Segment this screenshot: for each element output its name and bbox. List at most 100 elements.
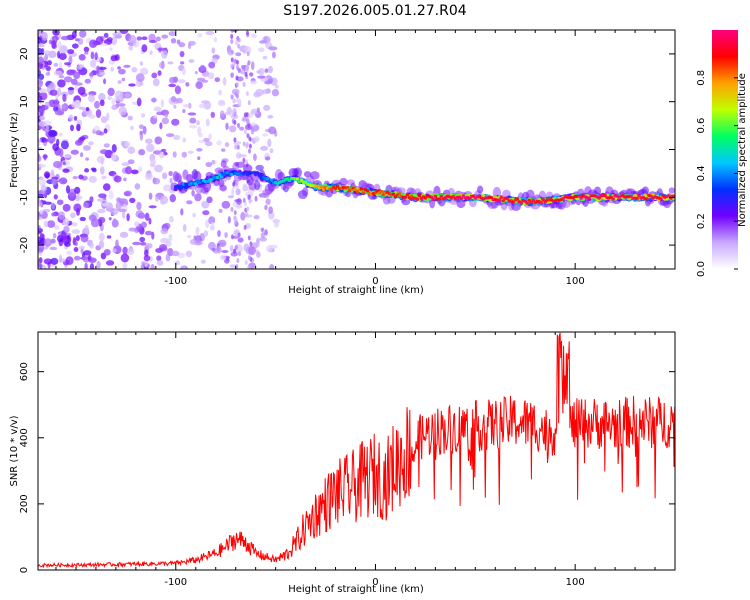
noise-blob <box>250 61 255 71</box>
noise-blob <box>237 188 241 194</box>
noise-blob <box>73 115 78 121</box>
noise-blob <box>250 127 255 135</box>
noise-blob <box>181 151 188 158</box>
noise-blob <box>144 249 149 257</box>
noise-blob <box>51 212 57 217</box>
noise-blob <box>182 137 186 143</box>
noise-blob <box>242 185 249 192</box>
noise-blob <box>226 106 232 115</box>
noise-blob <box>88 141 94 146</box>
noise-blob <box>210 221 215 230</box>
noise-blob <box>246 206 250 212</box>
noise-blob <box>106 112 110 121</box>
noise-blob <box>128 227 137 232</box>
noise-blob <box>56 87 62 97</box>
ridge-cell <box>645 197 649 201</box>
noise-blob <box>245 64 249 73</box>
noise-blob <box>127 159 135 165</box>
noise-blob <box>248 246 256 256</box>
ridge-cell <box>415 197 420 201</box>
noise-blob <box>171 250 180 257</box>
noise-blob <box>98 240 105 249</box>
noise-blob <box>71 43 79 49</box>
noise-blob <box>211 247 216 252</box>
noise-blob <box>137 166 143 173</box>
ridge-cell <box>365 189 370 193</box>
noise-blob <box>102 202 109 207</box>
ridge-halo <box>193 170 202 182</box>
noise-blob <box>156 111 164 116</box>
noise-blob <box>38 200 43 207</box>
noise-blob <box>222 76 227 86</box>
noise-blob <box>136 97 142 107</box>
ridge-cell <box>215 175 220 180</box>
noise-blob <box>244 129 248 135</box>
noise-blob <box>168 215 174 223</box>
noise-blob <box>227 195 234 199</box>
noise-blob <box>38 36 41 44</box>
noise-blob <box>237 232 241 238</box>
noise-blob <box>236 122 240 128</box>
noise-blob <box>217 101 226 107</box>
noise-blob <box>214 77 221 83</box>
noise-blob <box>75 197 80 202</box>
snr-line <box>38 332 675 569</box>
noise-blob <box>196 147 203 152</box>
noise-blob <box>54 98 59 108</box>
noise-blob <box>233 215 237 221</box>
noise-blob <box>139 236 146 243</box>
x-tick-label: 0 <box>372 276 378 287</box>
ridge-cell <box>269 178 274 182</box>
x-tick-label: 0 <box>372 577 378 588</box>
noise-blob <box>40 185 48 192</box>
noise-blob <box>49 246 58 251</box>
noise-blob <box>181 266 186 269</box>
noise-blob <box>231 187 235 196</box>
noise-blob <box>233 120 237 126</box>
noise-blob <box>131 67 138 73</box>
noise-blob <box>234 180 238 186</box>
noise-blob <box>82 145 91 151</box>
noise-blob <box>220 255 227 261</box>
noise-blob <box>180 61 185 65</box>
noise-blob <box>60 35 70 41</box>
ridge-halo <box>309 171 320 180</box>
noise-blob <box>62 93 67 103</box>
noise-blob <box>88 242 95 249</box>
y-tick-label: 20 <box>19 48 30 61</box>
noise-blob <box>187 150 194 154</box>
y-tick-label: 400 <box>19 428 30 447</box>
noise-blob <box>221 249 229 253</box>
noise-blob <box>164 113 169 118</box>
ridge-cell <box>489 195 494 200</box>
noise-blob <box>41 264 47 269</box>
noise-blob <box>127 146 136 155</box>
noise-blob <box>53 194 58 200</box>
noise-blob <box>267 65 274 74</box>
noise-blob <box>127 247 135 256</box>
noise-blob <box>263 104 271 111</box>
noise-blob <box>120 253 130 263</box>
noise-blob <box>45 65 51 71</box>
noise-blob <box>128 35 137 45</box>
noise-blob <box>53 160 62 169</box>
noise-blob <box>158 61 165 69</box>
noise-blob <box>140 67 149 75</box>
noise-blob <box>79 216 86 222</box>
noise-blob <box>38 193 44 198</box>
noise-blob <box>262 89 271 95</box>
noise-blob <box>211 47 216 54</box>
noise-blob <box>38 30 42 37</box>
noise-blob <box>43 220 49 228</box>
noise-blob <box>118 68 126 75</box>
noise-blob <box>260 227 265 233</box>
noise-blob <box>68 114 74 122</box>
noise-blob <box>108 217 112 221</box>
noise-blob <box>46 60 52 66</box>
noise-blob <box>107 87 115 97</box>
noise-blob <box>140 113 146 118</box>
snr-frame <box>37 331 676 571</box>
noise-blob <box>51 178 58 186</box>
noise-blob <box>206 196 213 204</box>
ridge-cell <box>265 177 270 181</box>
